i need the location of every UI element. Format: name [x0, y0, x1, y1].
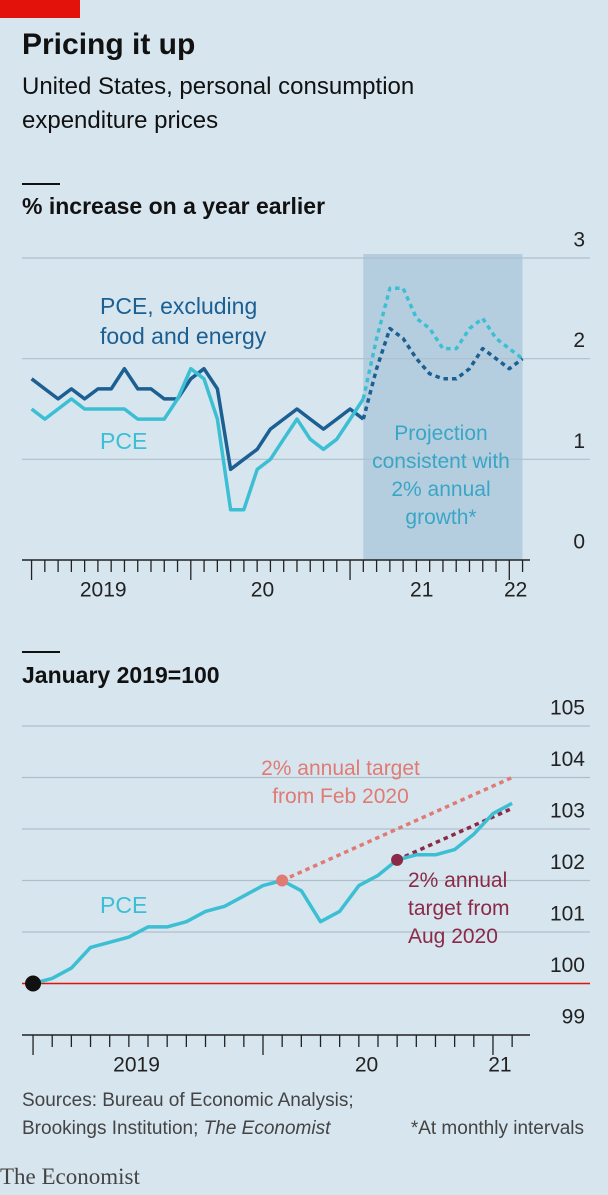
series-label: PCE, excluding food and energy [100, 293, 267, 349]
y-tick-label: 1 [573, 430, 585, 453]
x-tick-label: 2019 [80, 579, 127, 602]
projection-line [361, 326, 524, 420]
x-tick-label: 22 [504, 579, 527, 602]
target-label: 2% annual target from Aug 2020 [408, 869, 510, 948]
x-tick-label: 20 [251, 579, 274, 602]
y-tick-label: 99 [562, 1006, 585, 1029]
series-line [32, 801, 513, 986]
y-tick-label: 102 [550, 851, 585, 874]
source-text: Sources: Bureau of Economic Analysis; Br… [22, 1090, 354, 1139]
x-tick-label: 20 [355, 1054, 378, 1077]
series-label: PCE [100, 428, 148, 454]
panel-label: % increase on a year earlier [22, 193, 326, 219]
y-tick-label: 3 [573, 229, 585, 252]
x-tick-label: 21 [488, 1054, 511, 1077]
series-label: PCE [100, 892, 148, 918]
y-tick-label: 105 [550, 697, 585, 720]
chart-subtitle: United States, personal consumption expe… [22, 73, 415, 134]
y-tick-label: 2 [573, 329, 585, 352]
target-label: 2% annual target from Feb 2020 [261, 757, 420, 808]
x-tick-label: 21 [410, 579, 433, 602]
target-start-dot [276, 874, 289, 887]
projection-label: Projection consistent with 2% annual gro… [372, 422, 510, 529]
target-start-dot [391, 853, 404, 866]
brand: The Economist [0, 1164, 140, 1189]
chart-title: Pricing it up [22, 28, 196, 61]
projection-line [361, 286, 524, 400]
y-tick-label: 103 [550, 800, 585, 823]
series-line [30, 366, 365, 512]
footnote: *At monthly intervals [410, 1118, 584, 1139]
series-line [30, 366, 365, 472]
projection-band [363, 254, 523, 560]
source: Sources: Bureau of Economic Analysis; Br… [22, 1087, 392, 1143]
x-tick-label: 2019 [113, 1054, 160, 1077]
y-tick-label: 101 [550, 903, 585, 926]
base-dot [25, 975, 42, 992]
y-tick-label: 0 [573, 531, 585, 554]
y-tick-label: 100 [550, 954, 585, 977]
source-text: The Economist [203, 1118, 331, 1139]
y-tick-label: 104 [550, 748, 585, 771]
brand-tag [0, 0, 80, 18]
panel-label: January 2019=100 [22, 662, 220, 688]
target-line [396, 806, 513, 862]
